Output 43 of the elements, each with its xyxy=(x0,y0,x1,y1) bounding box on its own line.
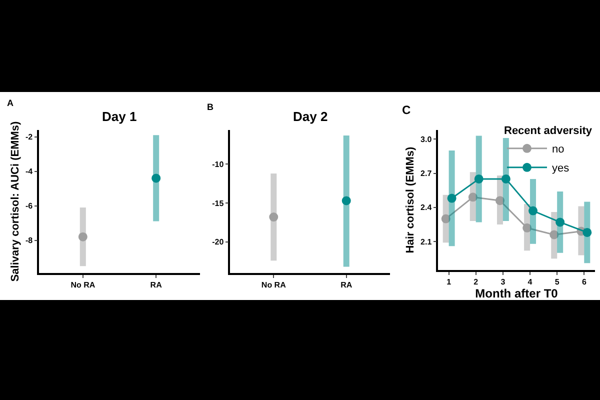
y-tick-label: 2.4 xyxy=(420,203,432,212)
y-tick-label: -20 xyxy=(212,238,224,247)
y-tick-label: -2 xyxy=(26,132,34,142)
legend-label: no xyxy=(552,144,564,156)
point xyxy=(582,228,592,237)
y-tick-label: -4 xyxy=(26,167,34,176)
x-tick-label: 2 xyxy=(474,277,479,286)
y-tick-label: -8 xyxy=(26,236,34,246)
x-tick-label: 1 xyxy=(446,277,452,286)
y-tick-label: 3.0 xyxy=(420,134,432,144)
x-tick-label: 5 xyxy=(554,277,560,286)
x-axis-title: Month after T0 xyxy=(475,286,558,300)
x-tick-label: No RA xyxy=(261,280,286,290)
y-tick-label: -6 xyxy=(26,202,34,211)
point xyxy=(441,214,450,224)
x-tick-label: RA xyxy=(340,280,352,290)
text: A xyxy=(7,98,14,108)
x-tick-label: 3 xyxy=(500,277,506,286)
point xyxy=(522,223,532,232)
point xyxy=(550,230,559,240)
point xyxy=(468,192,478,202)
point xyxy=(447,194,456,203)
point xyxy=(556,218,565,227)
x-tick-label: 4 xyxy=(528,277,533,286)
x-tick-label: 6 xyxy=(582,277,587,286)
point xyxy=(501,174,510,184)
chart-title: Day 2 xyxy=(293,109,328,124)
y-tick-label: 2.7 xyxy=(420,169,432,178)
point xyxy=(474,174,484,184)
y-tick-label: -10 xyxy=(212,160,224,169)
text: B xyxy=(207,102,214,112)
y-tick-label: -15 xyxy=(212,198,224,208)
y-axis-title: Salivary cortisol: AUCi (EMMs) xyxy=(10,120,22,282)
chart-title: Day 1 xyxy=(102,109,137,124)
legend-label: yes xyxy=(552,162,570,175)
point xyxy=(528,206,538,216)
legend-title: Recent adversity xyxy=(504,124,593,137)
y-tick-label: 2.1 xyxy=(420,237,432,246)
point xyxy=(495,196,504,206)
y-axis-title: Hair cortisol (EMMs) xyxy=(404,146,417,254)
x-tick-label: No RA xyxy=(70,280,96,290)
text: C xyxy=(402,103,411,117)
x-tick-label: RA xyxy=(150,280,162,290)
